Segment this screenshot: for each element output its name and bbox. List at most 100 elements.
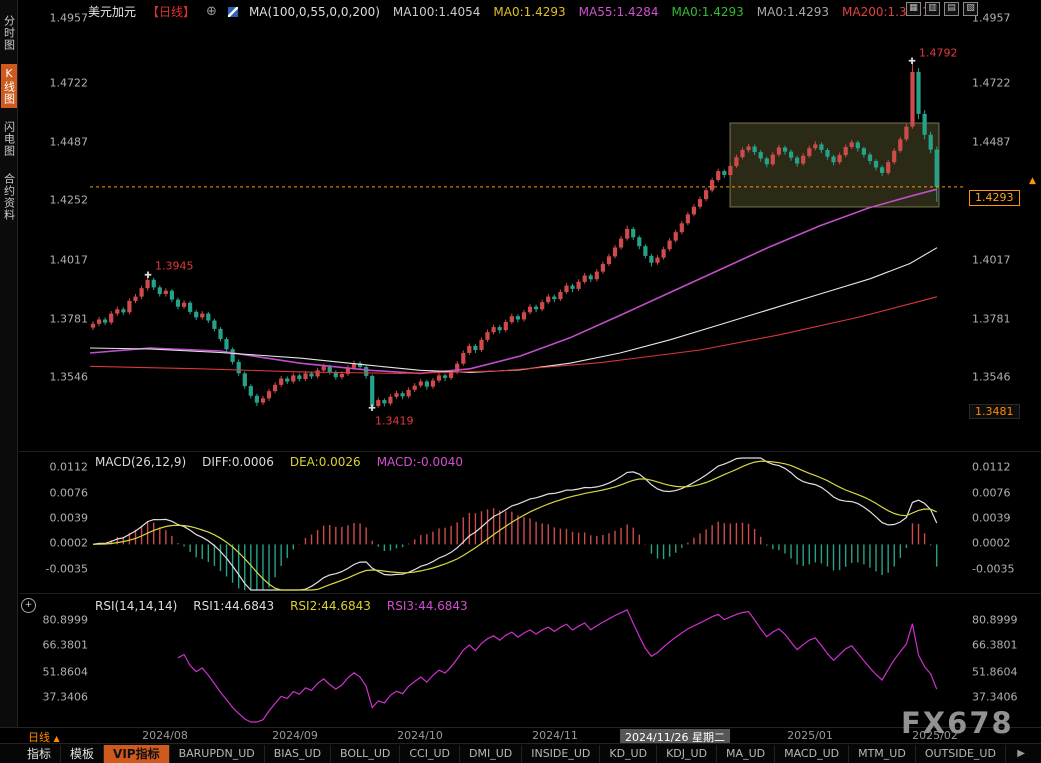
panel-divider bbox=[19, 593, 1041, 594]
sidebar-item-contract-info[interactable]: 合约资料 bbox=[2, 173, 16, 221]
macd-axis-label: 0.0039 bbox=[49, 511, 89, 525]
ma-indicator-value: MA0:1.4293 bbox=[756, 4, 829, 19]
toolbar-indicator-button[interactable]: BOLL_UD bbox=[331, 744, 401, 763]
ma-values-list: MA(100,0,55,0,0,200) MA100:1.4054 MA0:1.42… bbox=[249, 5, 932, 19]
rsi-title: RSI(14,14,14) bbox=[95, 599, 178, 613]
toolbar-indicator-button[interactable]: BIAS_UD bbox=[265, 744, 332, 763]
add-indicator-icon[interactable]: ⊕ bbox=[206, 4, 217, 19]
rsi-axis-label: 37.3406 bbox=[972, 690, 1018, 704]
toolbar-indicator-button[interactable]: DMI_UD bbox=[460, 744, 523, 763]
sidebar-item-kline-chart[interactable]: K线图 bbox=[0, 64, 17, 108]
toolbar-indicator-button[interactable]: CCI_UD bbox=[400, 744, 460, 763]
macd-axis-label: 0.0002 bbox=[972, 536, 1011, 550]
ma-indicator-value: MA55:1.4284 bbox=[578, 4, 659, 19]
toolbar-more-icon[interactable]: ▶ bbox=[1017, 748, 1025, 759]
layout-columns-icon[interactable]: ▥ bbox=[925, 2, 940, 16]
layout-rows-icon[interactable]: ▤ bbox=[944, 2, 959, 16]
rsi-axis-label: 51.8604 bbox=[972, 665, 1018, 679]
toolbar-indicator-button[interactable]: BARUPDN_UD bbox=[170, 744, 265, 763]
toolbar-indicator-button[interactable]: MTM_UD bbox=[849, 744, 916, 763]
price-axis-label: 1.4722 bbox=[49, 76, 89, 90]
toolbar-indicator-button[interactable]: INSIDE_UD bbox=[522, 744, 601, 763]
macd-axis-label: -0.0035 bbox=[972, 562, 1015, 576]
macd-header: MACD(26,12,9) DIFF:0.0006 DEA:0.0026 MAC… bbox=[95, 455, 463, 469]
sidebar-item-flash-chart[interactable]: 闪电图 bbox=[2, 121, 16, 157]
macd-dea-line bbox=[92, 460, 937, 591]
toolbar-tab-vip-indicators[interactable]: VIP指标 bbox=[104, 744, 170, 763]
layout-grid-icon[interactable]: ▦ bbox=[906, 2, 921, 16]
time-axis-label: 2025/01 bbox=[787, 729, 833, 742]
toolbar-indicator-button[interactable]: KDJ_UD bbox=[657, 744, 718, 763]
ma200-line bbox=[89, 296, 938, 374]
toolbar-indicator-button[interactable]: MACD_UD bbox=[775, 744, 850, 763]
ma-indicator-value: MA(100,0,55,0,0,200) bbox=[248, 4, 380, 19]
left-sidebar: 分时图 K线图闪电图合约资料 bbox=[0, 0, 18, 727]
rsi1-value: RSI1:44.6843 bbox=[193, 599, 275, 613]
time-axis-label: 2024/08 bbox=[142, 729, 188, 742]
price-axis-label: 1.4722 bbox=[972, 76, 1011, 90]
macd-axis-label: 0.0076 bbox=[49, 486, 89, 500]
toolbar-indicator-button[interactable]: OUTSIDE_UD bbox=[916, 744, 1006, 763]
cross-marker-icon: ✚ bbox=[144, 271, 152, 281]
price-axis-label: 1.4017 bbox=[49, 253, 89, 267]
time-axis-label: 2024/09 bbox=[272, 729, 318, 742]
macd-axis-label: 0.0112 bbox=[49, 460, 89, 474]
cross-marker-icon: ✚ bbox=[908, 57, 916, 67]
rsi-axis-label: 37.3406 bbox=[42, 690, 89, 704]
price-axis-label: 1.4252 bbox=[49, 193, 89, 207]
panel-tool-icon[interactable]: + bbox=[21, 598, 36, 613]
toolbar-indicator-button[interactable]: MA_UD bbox=[717, 744, 776, 763]
layout-split-icon[interactable]: ▧ bbox=[963, 2, 978, 16]
price-axis-label: 1.3781 bbox=[49, 312, 89, 326]
sidebar-item-time-chart[interactable]: 分时图 bbox=[2, 15, 16, 51]
price-axis-label: 1.4017 bbox=[972, 253, 1011, 267]
period-selector-label: 日线 bbox=[28, 731, 50, 744]
time-axis-label: 2024/11/26 星期二 bbox=[620, 729, 730, 745]
rsi-axis-label: 80.8999 bbox=[972, 613, 1018, 627]
layout-icons-group: ▦ ▥ ▤ ▧ bbox=[906, 2, 978, 16]
price-annotation: 1.4792 bbox=[919, 46, 958, 60]
macd-title: MACD(26,12,9) bbox=[95, 455, 187, 469]
macd-axis-label: 0.0039 bbox=[972, 511, 1011, 525]
rsi-header: RSI(14,14,14) RSI1:44.6843 RSI2:44.6843 … bbox=[95, 599, 468, 613]
ma-indicator-value: MA100:1.4054 bbox=[392, 4, 481, 19]
low-level-badge: 1.3481 bbox=[969, 404, 1020, 419]
time-axis-label: 2024/10 bbox=[397, 729, 443, 742]
macd-diff-value: DIFF:0.0006 bbox=[202, 455, 274, 469]
chevron-up-icon: ▲ bbox=[53, 734, 60, 743]
macd-diff-line bbox=[92, 457, 938, 591]
cross-marker-icon: ✚ bbox=[368, 404, 376, 414]
rsi2-value: RSI2:44.6843 bbox=[290, 599, 371, 613]
price-axis-label: 1.3546 bbox=[972, 370, 1011, 384]
macd-hist-value: MACD:-0.0040 bbox=[376, 455, 464, 469]
bottom-toolbar: 指标 模板 VIP指标 BARUPDN_UD BIAS_UD BOLL_UD CCI_UD D… bbox=[0, 743, 1041, 763]
price-axis-label: 1.4487 bbox=[49, 135, 89, 149]
toolbar-tab-模板[interactable]: 模板 bbox=[61, 744, 105, 763]
rsi-axis-label: 66.3801 bbox=[972, 638, 1018, 652]
price-axis-label: 1.3781 bbox=[972, 312, 1011, 326]
price-marker-icon: ▲ bbox=[1029, 176, 1036, 186]
period-selector[interactable]: 日线 ▲ bbox=[28, 729, 60, 745]
toolbar-indicator-button[interactable]: KD_UD bbox=[600, 744, 658, 763]
toolbar-tab-指标[interactable]: 指标 bbox=[18, 744, 62, 763]
panel-divider bbox=[19, 451, 1041, 452]
rsi-axis-label: 80.8999 bbox=[42, 613, 89, 627]
macd-axis-label: 0.0076 bbox=[972, 486, 1011, 500]
ma-indicator-value: MA0:1.4293 bbox=[671, 4, 744, 19]
mini-chart-icon bbox=[227, 6, 238, 17]
rsi-axis-label: 66.3801 bbox=[42, 638, 89, 652]
consolidation-box bbox=[729, 122, 940, 208]
current-price-badge: 1.4293 bbox=[969, 190, 1020, 206]
time-axis-label: 2024/11 bbox=[532, 729, 578, 742]
chart-header: 美元加元 【日线】 ⊕ MA(100,0,55,0,0,200) MA100:1.… bbox=[88, 3, 932, 20]
ma-indicator-value: MA0:1.4293 bbox=[493, 4, 566, 19]
rsi-axis-label: 51.8604 bbox=[42, 665, 89, 679]
rsi-line bbox=[177, 609, 938, 723]
price-axis-label: 1.4957 bbox=[972, 11, 1011, 25]
macd-axis-label: 0.0112 bbox=[972, 460, 1011, 474]
macd-dea-value: DEA:0.0026 bbox=[289, 455, 361, 469]
period-tag: 【日线】 bbox=[147, 5, 196, 19]
ma55-line bbox=[89, 188, 938, 375]
